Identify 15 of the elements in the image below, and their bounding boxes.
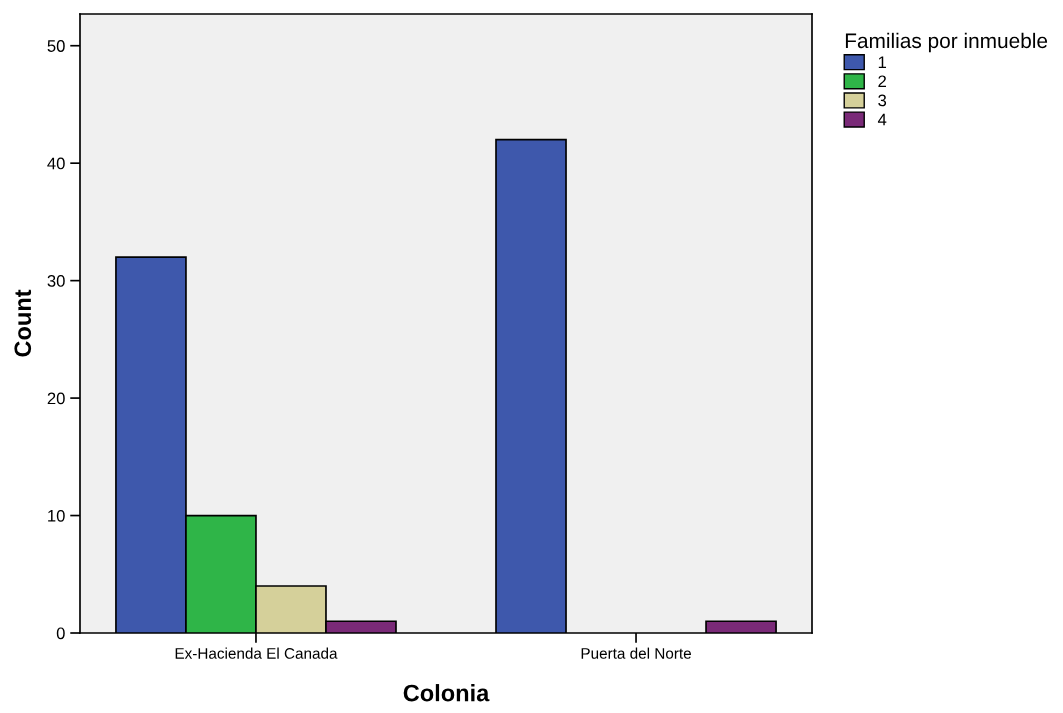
y-tick-label: 0 — [56, 627, 65, 640]
y-tick-label: 10 — [48, 509, 65, 522]
y-tick-label: 50 — [47, 40, 65, 52]
y-axis-title: Count — [14, 289, 32, 357]
legend-label: 1 — [878, 56, 887, 68]
legend-label: 3 — [878, 94, 887, 107]
x-tick-label: Puerta del Norte — [581, 647, 691, 659]
y-tick-label: 20 — [47, 392, 65, 405]
x-axis-title: Colonia — [403, 684, 490, 702]
y-tick-label: 40 — [47, 157, 65, 170]
legend-title: Familias por inmueble — [845, 32, 1048, 53]
legend-label: 2 — [878, 75, 886, 88]
legend-label: 4 — [877, 113, 887, 126]
y-tick-label: 30 — [47, 275, 65, 287]
x-tick-label: Ex-Hacienda El Canada — [175, 647, 338, 659]
